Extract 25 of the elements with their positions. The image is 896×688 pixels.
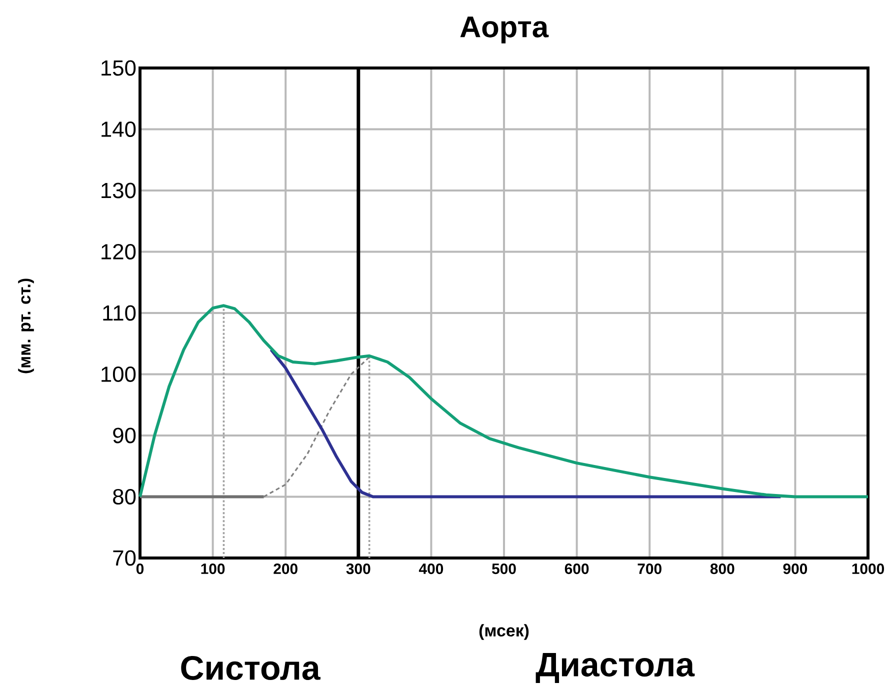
- x-tick-label: 400: [418, 564, 444, 574]
- text: Диастола: [536, 652, 695, 684]
- x-tick-label: 700: [638, 564, 662, 574]
- y-tick-label: 70: [113, 550, 136, 566]
- x-tick-label: 100: [201, 564, 225, 574]
- y-tick-label: 140: [102, 121, 136, 137]
- text: Систола: [181, 656, 320, 680]
- x-tick-label: 200: [274, 564, 298, 574]
- x-tick-label: 500: [492, 564, 516, 574]
- x-tick-label: 300: [346, 564, 370, 574]
- y-tick-label: 130: [102, 182, 136, 198]
- y-tick-label: 120: [102, 244, 136, 260]
- x-tick-label: 800: [710, 564, 734, 574]
- y-tick-label: 100: [102, 366, 136, 382]
- y-tick-label: 90: [113, 428, 136, 444]
- x-axis-title: (мсек): [479, 624, 529, 640]
- y-axis-title: (мм. рт. ст.): [18, 278, 34, 374]
- y-tick-label: 80: [113, 488, 136, 504]
- x-tick-label: 900: [783, 564, 808, 574]
- x-tick-label: 600: [564, 564, 589, 574]
- y-tick-label: 150: [102, 60, 136, 76]
- y-tick-label: 110: [103, 305, 136, 321]
- chart-title: Аорта: [460, 16, 549, 44]
- x-tick-label: 1000: [852, 564, 884, 574]
- x-tick-label: 0: [136, 564, 144, 574]
